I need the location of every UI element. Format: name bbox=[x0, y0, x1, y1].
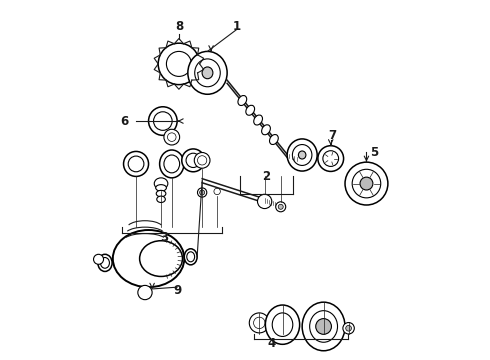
Text: 4: 4 bbox=[268, 337, 276, 350]
Ellipse shape bbox=[270, 135, 278, 144]
Circle shape bbox=[94, 254, 103, 264]
Ellipse shape bbox=[156, 190, 166, 197]
Ellipse shape bbox=[113, 230, 184, 287]
Circle shape bbox=[318, 146, 343, 171]
Ellipse shape bbox=[184, 249, 197, 265]
Ellipse shape bbox=[246, 105, 255, 115]
Ellipse shape bbox=[298, 151, 306, 159]
Ellipse shape bbox=[302, 302, 345, 351]
Circle shape bbox=[186, 153, 200, 167]
Text: 7: 7 bbox=[328, 129, 337, 142]
Circle shape bbox=[249, 313, 270, 333]
Circle shape bbox=[345, 162, 388, 205]
Ellipse shape bbox=[187, 252, 195, 262]
Ellipse shape bbox=[156, 185, 167, 191]
Ellipse shape bbox=[262, 125, 270, 135]
Text: 8: 8 bbox=[175, 20, 183, 33]
Ellipse shape bbox=[310, 311, 338, 342]
Text: 5: 5 bbox=[370, 146, 378, 159]
Circle shape bbox=[194, 153, 210, 168]
Ellipse shape bbox=[188, 51, 227, 94]
Text: 9: 9 bbox=[173, 284, 181, 297]
Ellipse shape bbox=[202, 67, 213, 79]
Circle shape bbox=[182, 149, 205, 172]
Circle shape bbox=[278, 204, 283, 209]
Ellipse shape bbox=[100, 257, 109, 268]
Ellipse shape bbox=[157, 196, 165, 203]
Text: 3: 3 bbox=[161, 231, 169, 244]
Circle shape bbox=[164, 129, 180, 145]
Ellipse shape bbox=[160, 150, 184, 178]
Ellipse shape bbox=[140, 241, 182, 276]
Circle shape bbox=[148, 107, 177, 135]
Circle shape bbox=[343, 323, 354, 334]
Circle shape bbox=[168, 133, 176, 141]
Circle shape bbox=[360, 177, 373, 190]
Ellipse shape bbox=[287, 139, 317, 171]
Ellipse shape bbox=[164, 155, 180, 173]
Circle shape bbox=[352, 169, 381, 198]
Ellipse shape bbox=[293, 145, 312, 166]
Circle shape bbox=[199, 190, 205, 195]
Circle shape bbox=[346, 325, 351, 331]
Circle shape bbox=[167, 51, 192, 76]
Ellipse shape bbox=[266, 305, 300, 344]
Text: 2: 2 bbox=[262, 170, 270, 183]
Text: 6: 6 bbox=[120, 114, 128, 127]
Ellipse shape bbox=[154, 178, 168, 189]
Circle shape bbox=[128, 156, 144, 172]
Ellipse shape bbox=[272, 313, 293, 337]
Circle shape bbox=[276, 202, 286, 212]
Circle shape bbox=[323, 151, 339, 166]
Circle shape bbox=[123, 152, 148, 176]
Circle shape bbox=[253, 317, 265, 329]
Circle shape bbox=[138, 285, 152, 300]
Ellipse shape bbox=[254, 115, 263, 125]
Circle shape bbox=[197, 156, 207, 165]
Ellipse shape bbox=[195, 59, 220, 87]
Ellipse shape bbox=[238, 95, 246, 105]
Circle shape bbox=[197, 188, 207, 197]
Circle shape bbox=[214, 188, 220, 195]
Ellipse shape bbox=[98, 254, 112, 271]
Circle shape bbox=[316, 319, 331, 334]
Text: 1: 1 bbox=[233, 20, 241, 33]
Circle shape bbox=[153, 112, 172, 130]
Circle shape bbox=[158, 43, 199, 85]
Circle shape bbox=[258, 194, 272, 208]
